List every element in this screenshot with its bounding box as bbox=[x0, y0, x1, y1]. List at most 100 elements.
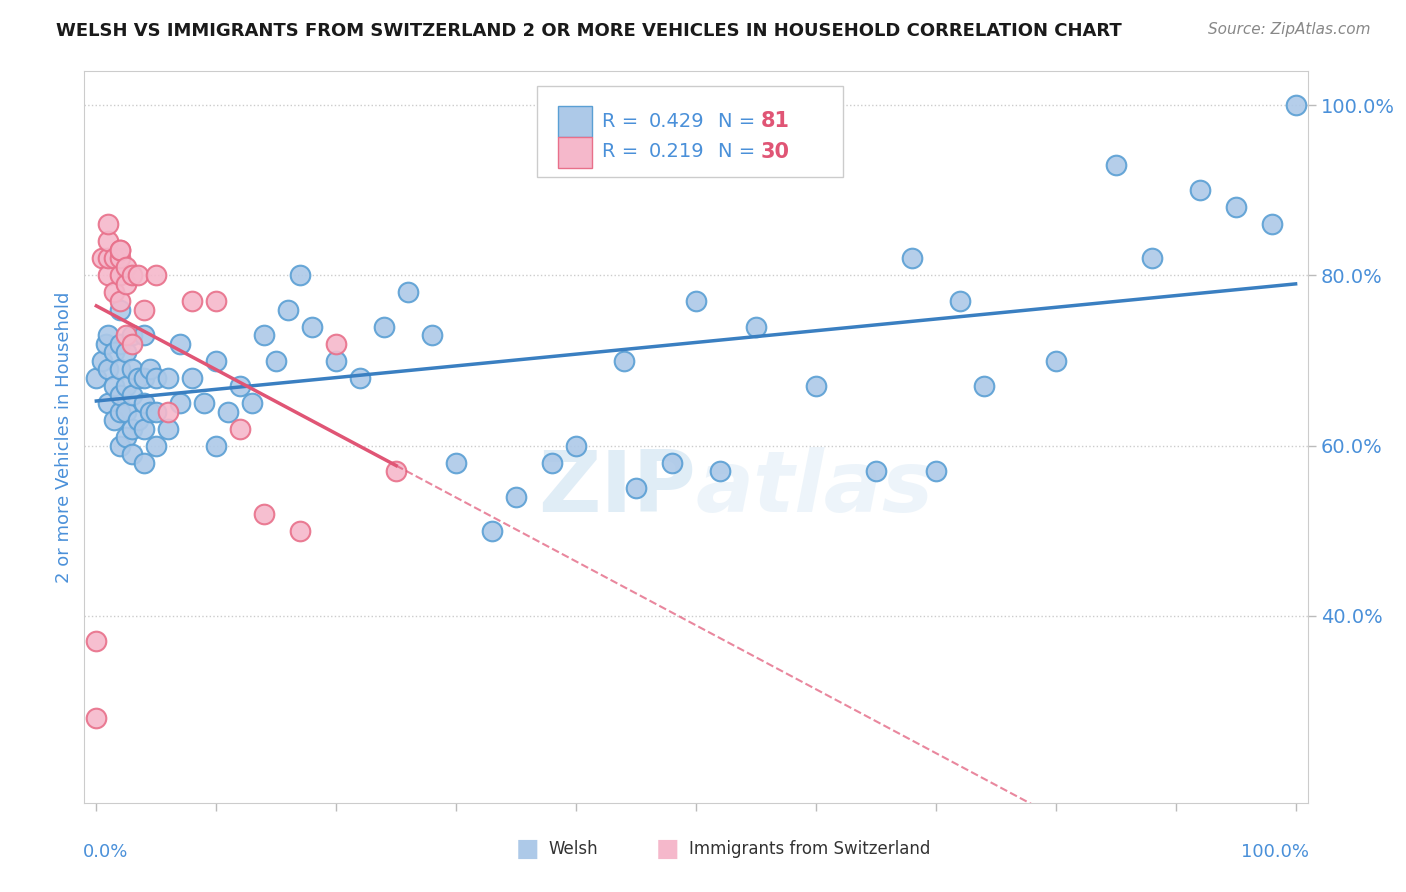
Point bbox=[115, 328, 138, 343]
Text: N =: N = bbox=[718, 112, 762, 130]
Point bbox=[134, 396, 156, 410]
Point bbox=[613, 353, 636, 368]
Point bbox=[205, 439, 228, 453]
Point bbox=[103, 345, 125, 359]
FancyBboxPatch shape bbox=[537, 86, 842, 178]
Point bbox=[86, 634, 108, 648]
Point bbox=[624, 481, 647, 495]
Point bbox=[253, 507, 276, 521]
Point bbox=[240, 396, 263, 410]
Point bbox=[97, 396, 120, 410]
Point bbox=[565, 439, 588, 453]
Bar bbox=[558, 106, 592, 137]
Point bbox=[277, 302, 299, 317]
Point bbox=[325, 336, 347, 351]
Point bbox=[110, 302, 132, 317]
Point bbox=[115, 345, 138, 359]
Point bbox=[145, 370, 167, 384]
Point bbox=[91, 353, 114, 368]
Point bbox=[115, 430, 138, 444]
Point bbox=[121, 268, 143, 283]
Point bbox=[181, 370, 204, 384]
Y-axis label: 2 or more Vehicles in Household: 2 or more Vehicles in Household bbox=[55, 292, 73, 582]
Point bbox=[541, 456, 564, 470]
Point bbox=[121, 387, 143, 401]
Point bbox=[1260, 218, 1282, 232]
Point bbox=[169, 396, 191, 410]
Text: ZIP: ZIP bbox=[538, 447, 696, 530]
Point bbox=[110, 268, 132, 283]
Point bbox=[217, 404, 239, 418]
Point bbox=[127, 370, 149, 384]
Point bbox=[134, 421, 156, 435]
Point bbox=[661, 456, 683, 470]
Text: R =: R = bbox=[602, 143, 644, 161]
Point bbox=[301, 319, 323, 334]
Point bbox=[115, 379, 138, 393]
Point bbox=[1225, 201, 1247, 215]
Point bbox=[1188, 183, 1211, 197]
Point bbox=[94, 336, 117, 351]
Point bbox=[685, 293, 707, 308]
Point bbox=[253, 328, 276, 343]
Text: R =: R = bbox=[602, 112, 644, 130]
Point bbox=[97, 235, 120, 249]
Point bbox=[901, 252, 924, 266]
Point bbox=[110, 387, 132, 401]
Point bbox=[97, 252, 120, 266]
Point bbox=[139, 404, 162, 418]
Point bbox=[115, 260, 138, 274]
Point bbox=[145, 439, 167, 453]
Text: 81: 81 bbox=[761, 112, 790, 131]
Point bbox=[1284, 98, 1306, 112]
Point bbox=[91, 252, 114, 266]
Point bbox=[157, 370, 180, 384]
Point bbox=[110, 243, 132, 257]
Point bbox=[134, 328, 156, 343]
Point bbox=[349, 370, 371, 384]
Point bbox=[145, 404, 167, 418]
Point bbox=[205, 293, 228, 308]
Point bbox=[127, 268, 149, 283]
Point bbox=[264, 353, 287, 368]
Point bbox=[229, 379, 252, 393]
Text: ■: ■ bbox=[657, 838, 679, 861]
Point bbox=[925, 464, 948, 478]
Point bbox=[121, 328, 143, 343]
Point bbox=[134, 456, 156, 470]
Point bbox=[121, 421, 143, 435]
Point bbox=[103, 413, 125, 427]
Text: WELSH VS IMMIGRANTS FROM SWITZERLAND 2 OR MORE VEHICLES IN HOUSEHOLD CORRELATION: WELSH VS IMMIGRANTS FROM SWITZERLAND 2 O… bbox=[56, 22, 1122, 40]
Point bbox=[481, 524, 503, 538]
Point bbox=[121, 362, 143, 376]
Text: 0.219: 0.219 bbox=[648, 143, 704, 161]
Point bbox=[1045, 353, 1067, 368]
Text: 0.0%: 0.0% bbox=[83, 843, 128, 861]
Point bbox=[157, 404, 180, 418]
Point bbox=[229, 421, 252, 435]
Point bbox=[804, 379, 827, 393]
Text: Welsh: Welsh bbox=[548, 840, 598, 858]
Point bbox=[127, 413, 149, 427]
Point bbox=[973, 379, 995, 393]
Point bbox=[373, 319, 395, 334]
Point bbox=[115, 277, 138, 291]
Point bbox=[1105, 158, 1128, 172]
Text: Source: ZipAtlas.com: Source: ZipAtlas.com bbox=[1208, 22, 1371, 37]
Point bbox=[145, 268, 167, 283]
Point bbox=[110, 404, 132, 418]
Point bbox=[181, 293, 204, 308]
Point bbox=[86, 711, 108, 725]
Point bbox=[157, 421, 180, 435]
Point bbox=[86, 370, 108, 384]
Point bbox=[290, 268, 312, 283]
Point bbox=[205, 353, 228, 368]
Point bbox=[121, 336, 143, 351]
Point bbox=[110, 362, 132, 376]
Point bbox=[121, 447, 143, 461]
Text: Immigrants from Switzerland: Immigrants from Switzerland bbox=[689, 840, 931, 858]
Bar bbox=[558, 137, 592, 168]
Point bbox=[97, 328, 120, 343]
Point bbox=[110, 336, 132, 351]
Point bbox=[865, 464, 887, 478]
